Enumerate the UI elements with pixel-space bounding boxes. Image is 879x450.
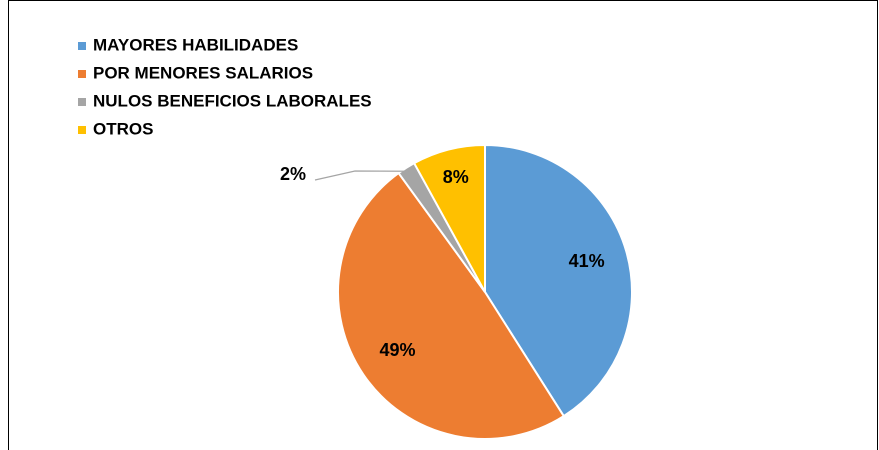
- legend-label: POR MENORES SALARIOS: [93, 63, 313, 82]
- pie-slice: [337, 171, 566, 440]
- legend-label: MAYORES HABILIDADES: [93, 35, 298, 54]
- data-label: 49%: [379, 340, 415, 360]
- legend-label: OTROS: [93, 119, 153, 138]
- data-label: 2%: [280, 164, 306, 184]
- pie-slice: [412, 143, 486, 293]
- legend-swatch: [78, 126, 86, 134]
- legend-swatch: [78, 70, 86, 78]
- legend-swatch: [78, 98, 86, 106]
- legend-swatch: [78, 42, 86, 50]
- legend-label: NULOS BENEFICIOS LABORALES: [93, 91, 372, 110]
- data-label: 8%: [443, 167, 469, 187]
- data-label: 41%: [569, 251, 605, 271]
- leader-line: [314, 170, 409, 181]
